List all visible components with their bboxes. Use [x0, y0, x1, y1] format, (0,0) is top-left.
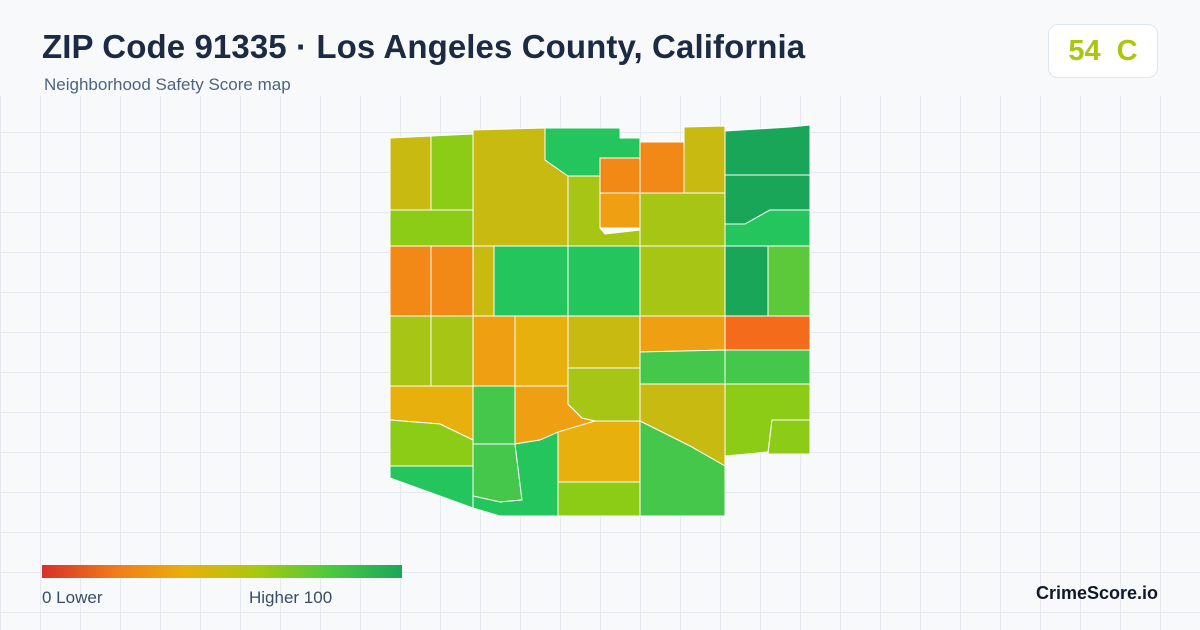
map-region[interactable] [599, 192, 641, 229]
map-region[interactable] [639, 192, 726, 247]
map-region[interactable] [389, 209, 474, 247]
legend-color-bar [42, 565, 402, 578]
map-region[interactable] [472, 245, 495, 317]
map-region[interactable] [724, 124, 811, 176]
score-grade: C [1116, 34, 1138, 67]
score-value: 54 [1068, 34, 1101, 67]
map-region[interactable] [389, 135, 432, 211]
map-region[interactable] [639, 141, 685, 194]
map-region[interactable] [557, 481, 641, 517]
legend-min-label: 0 Lower [42, 588, 103, 607]
map-region[interactable] [430, 245, 474, 317]
map-region[interactable] [389, 465, 474, 509]
brand-logo-text: CrimeScore.io [1036, 583, 1159, 603]
map-region[interactable] [472, 315, 516, 387]
map-region[interactable] [724, 315, 811, 351]
map-region[interactable] [599, 157, 641, 194]
map-region[interactable] [389, 315, 432, 387]
map-region[interactable] [430, 133, 474, 211]
map-region[interactable] [472, 431, 559, 517]
safety-score-badge: 54 C [1048, 24, 1158, 78]
map-region[interactable] [567, 315, 641, 369]
map-region[interactable] [493, 245, 569, 317]
map-region[interactable] [430, 315, 474, 387]
map-region[interactable] [472, 385, 516, 445]
page-subtitle: Neighborhood Safety Score map [44, 75, 291, 94]
map-region[interactable] [389, 245, 432, 317]
map-region[interactable] [514, 315, 569, 387]
page-title: ZIP Code 91335 · Los Angeles County, Cal… [42, 28, 806, 65]
map-region[interactable] [639, 420, 726, 517]
map-region[interactable] [767, 419, 811, 455]
map-region[interactable] [683, 125, 726, 194]
map-region[interactable] [567, 367, 641, 422]
map-region[interactable] [639, 349, 726, 385]
map-region[interactable] [724, 245, 769, 317]
map-region[interactable] [639, 245, 726, 317]
map-region[interactable] [472, 443, 523, 503]
map-region[interactable] [724, 349, 811, 385]
map-region[interactable] [639, 315, 726, 353]
map-region[interactable] [567, 245, 641, 317]
legend-max-label: Higher 100 [249, 588, 333, 607]
map-region[interactable] [557, 420, 641, 483]
map-region[interactable] [767, 245, 811, 317]
